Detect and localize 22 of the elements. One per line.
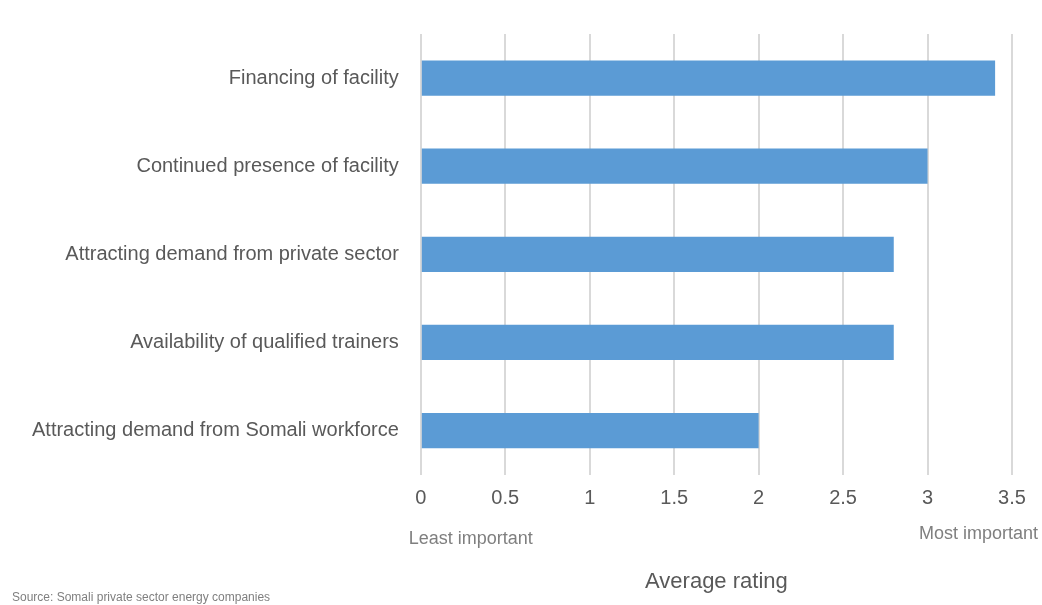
x-tick-label: 2	[753, 486, 765, 509]
source-note: Source: Somali private sector energy companies	[12, 590, 271, 605]
y-tick-label: Availability of qualified trainers	[130, 329, 399, 352]
x-tick-label: 3.5	[998, 486, 1026, 509]
bar	[421, 148, 928, 184]
y-tick-label: Financing of facility	[228, 65, 399, 88]
bar	[421, 324, 894, 361]
y-tick-label: Continued presence of facility	[136, 153, 399, 176]
bar	[421, 236, 894, 272]
bar	[421, 412, 759, 449]
text: Least important	[408, 527, 533, 548]
y-tick-label: Attracting demand from private sector	[65, 241, 400, 264]
x-tick-label: 0	[415, 486, 427, 509]
x-tick-label: 2.5	[829, 486, 857, 509]
y-tick-label: Attracting demand from Somali workforce	[31, 418, 399, 441]
x-tick-label: 0.5	[491, 486, 520, 509]
x-axis-title: Average rating	[645, 567, 788, 593]
x-tick-label: 1	[584, 486, 596, 509]
x-tick-label: 1.5	[660, 486, 689, 509]
text: Most important	[918, 522, 1038, 543]
x-tick-label: 3	[921, 486, 934, 509]
bar	[421, 60, 996, 96]
